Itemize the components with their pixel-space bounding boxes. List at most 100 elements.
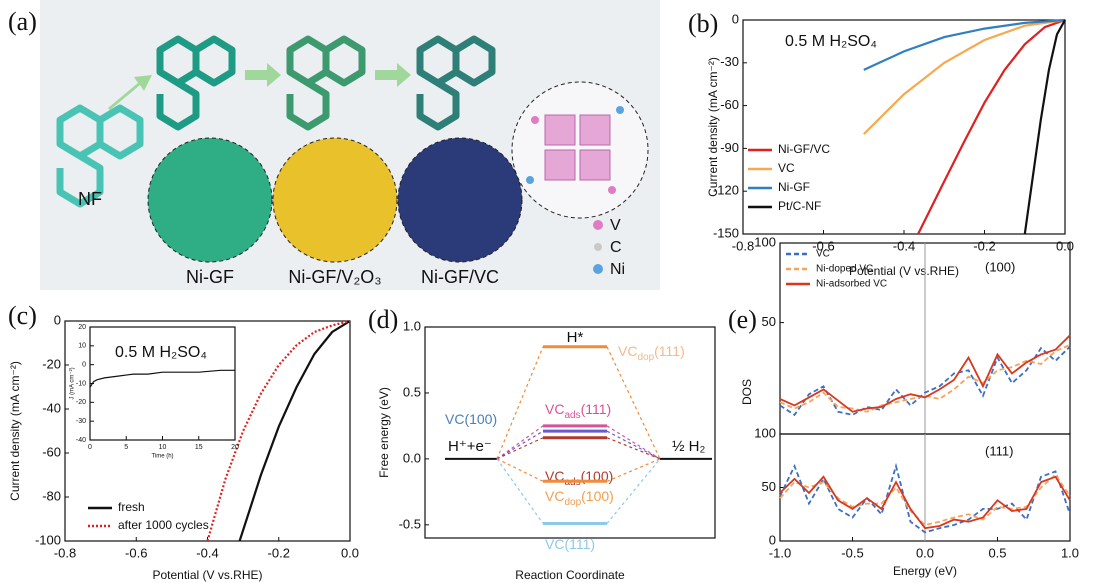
y-tick-label: -40 [42, 400, 61, 415]
data-line [779, 462, 1071, 534]
x-tick-label: -0.8 [54, 545, 76, 560]
label-part: ads [564, 410, 580, 421]
data-line [779, 345, 1071, 417]
label-part: VC [545, 401, 564, 417]
x-tick-label: 20 [231, 444, 239, 451]
label-part: VC(111) [545, 536, 595, 552]
inset-y-label: J (mA cm⁻²) [70, 367, 76, 399]
connector [496, 458, 661, 524]
label-part: (100) [581, 488, 614, 504]
y-tick-label: -60 [42, 444, 61, 459]
connector [496, 346, 661, 460]
panel-label: (b) [688, 9, 718, 38]
label-part: (111) [654, 343, 685, 359]
plot-frame [424, 326, 716, 539]
label-part: dop [564, 497, 581, 508]
y-tick-label: 0 [54, 312, 61, 327]
v2o3-zoom [272, 137, 398, 263]
y-tick-label: 0 [732, 11, 739, 26]
atom [531, 116, 539, 124]
x-tick-label: 0.0 [341, 545, 359, 560]
level-label: VCdop(111) [618, 343, 685, 363]
y-tick-label: -20 [42, 356, 61, 371]
vc-zoom [397, 137, 523, 263]
intermediate-label: H* [567, 329, 584, 346]
network-icons [56, 35, 496, 208]
level-label: VC(111) [545, 536, 595, 552]
connector [496, 437, 661, 460]
x-tick-label: 0 [88, 444, 92, 451]
x-tick-label: 15 [195, 444, 203, 451]
y-tick-label: -30 [76, 418, 86, 425]
y-tick-label: 0 [769, 532, 776, 547]
level-label: H⁺+e⁻ [448, 438, 492, 455]
data-line [863, 18, 1066, 71]
legend-label: fresh [118, 500, 145, 514]
label-part: (111) [581, 401, 612, 417]
x-axis-label: Reaction Coordinate [515, 568, 625, 582]
y-tick-label: 50 [762, 479, 776, 494]
label: Ni-GF/V₂O₃ [288, 267, 381, 287]
nf-network [56, 104, 144, 208]
y-tick-label: -30 [720, 54, 739, 69]
y-axis-label: Current density (mA cm⁻²) [8, 361, 22, 501]
x-tick-label: 0.0 [916, 545, 934, 560]
legend-label: V [610, 217, 621, 234]
x-tick-label: 0.5 [988, 545, 1006, 560]
panel-label: (d) [368, 305, 398, 334]
data-line [1023, 19, 1066, 235]
y-tick-label: -10 [76, 380, 86, 387]
data-line [206, 319, 351, 542]
label-part: VC [545, 488, 564, 504]
nigf-network [156, 35, 236, 131]
y-tick-label: 0.0 [403, 450, 421, 465]
x-tick-label: 10 [159, 444, 167, 451]
legend-dot [593, 220, 603, 230]
label-part: dop [637, 352, 654, 363]
label-part: VC(100) [445, 411, 497, 427]
y-tick-label: 20 [78, 324, 86, 331]
data-line [779, 473, 1071, 526]
atom [616, 106, 624, 114]
legend-label: C [610, 239, 622, 256]
level-label: VCdop(100) [545, 488, 614, 508]
level-label: VCads(100) [545, 468, 613, 488]
inset-x-label: Time (h) [151, 454, 173, 460]
x-tick-label: -0.6 [125, 545, 147, 560]
annotation: (100) [985, 259, 1015, 274]
annotation: 0.5 M H₂SO₄ [785, 33, 877, 50]
legend-label: VC [778, 161, 795, 175]
legend-dot [593, 264, 603, 274]
level-label: VCads(111) [545, 401, 611, 421]
legend-label: Pt/C-NF [778, 199, 821, 213]
y-tick-label: 1.0 [403, 318, 421, 333]
schematic: (a) NF Ni-GF Ni-GF/V₂O₃ Ni-GF/VC V C Ni [8, 0, 660, 290]
label-part: (100) [581, 468, 614, 484]
connector [496, 425, 661, 460]
x-tick-label: -0.4 [196, 545, 218, 560]
x-tick-label: -0.2 [973, 238, 995, 253]
x-tick-label: 0.0 [1056, 238, 1074, 253]
legend-label: Ni-adsorbed VC [816, 279, 887, 290]
x-axis-label: Energy (eV) [893, 564, 957, 578]
crystal [544, 114, 611, 181]
annotation: 0.5 M H₂SO₄ [115, 344, 207, 361]
y-axis-label: Free energy (eV) [377, 387, 391, 478]
y-tick-label: 10 [78, 343, 86, 350]
x-tick-label: -0.6 [812, 238, 834, 253]
x-tick-label: 1.0 [1061, 545, 1079, 560]
data-line [238, 320, 351, 542]
level-label: ½ H₂ [672, 438, 706, 455]
y-tick-label: 100 [754, 234, 776, 249]
y-tick-label: -20 [76, 399, 86, 406]
x-tick-label: -0.2 [268, 545, 290, 560]
x-tick-label: -0.8 [732, 238, 754, 253]
label-part: VC [618, 343, 637, 359]
connector [496, 458, 661, 482]
panel-label: (c) [8, 301, 37, 330]
y-tick-label: -0.5 [399, 516, 421, 531]
y-tick-label: 100 [754, 425, 776, 440]
x-tick-label: -0.4 [893, 238, 915, 253]
y-tick-label: -150 [713, 225, 739, 240]
x-axis-label: Potential (V vs.RHE) [849, 264, 959, 278]
